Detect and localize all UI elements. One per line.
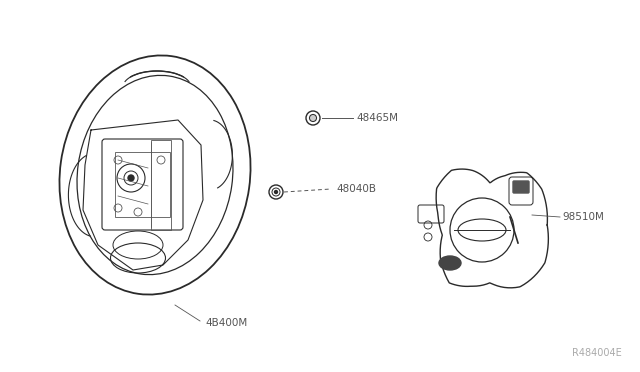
Circle shape [275, 190, 278, 193]
Text: 48040B: 48040B [336, 184, 376, 194]
FancyBboxPatch shape [513, 181, 529, 193]
Bar [115, 152, 170, 217]
Text: 48465M: 48465M [356, 113, 398, 123]
Circle shape [128, 175, 134, 181]
Text: 98510M: 98510M [562, 212, 604, 222]
Ellipse shape [439, 256, 461, 270]
Text: 4B400M: 4B400M [205, 318, 247, 328]
Circle shape [310, 115, 317, 122]
Bar [151, 140, 171, 230]
Text: R484004E: R484004E [572, 348, 622, 358]
